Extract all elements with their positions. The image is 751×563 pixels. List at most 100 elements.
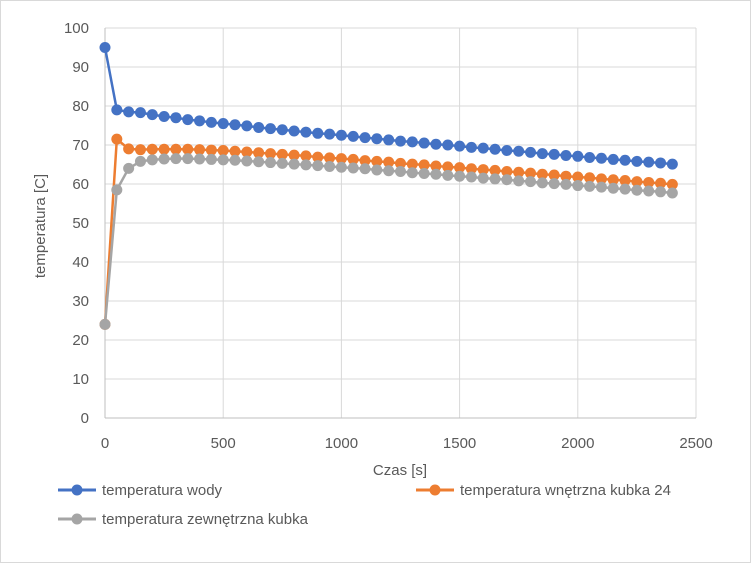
data-point-0-13[interactable] (253, 121, 265, 133)
data-point-0-44[interactable] (619, 154, 631, 166)
data-point-2-45[interactable] (631, 184, 643, 196)
data-point-0-1[interactable] (111, 104, 123, 116)
data-point-2-27[interactable] (418, 167, 430, 179)
data-point-0-19[interactable] (324, 128, 336, 140)
data-point-0-9[interactable] (205, 116, 217, 128)
data-point-1-46[interactable] (643, 176, 655, 188)
data-point-0-46[interactable] (643, 156, 655, 168)
data-point-1-7[interactable] (182, 143, 194, 155)
data-point-2-22[interactable] (359, 163, 371, 175)
data-point-1-16[interactable] (288, 149, 300, 161)
data-point-2-33[interactable] (489, 173, 501, 185)
data-point-2-16[interactable] (288, 158, 300, 170)
data-point-1-28[interactable] (430, 160, 442, 172)
data-point-0-8[interactable] (194, 115, 206, 127)
data-point-1-42[interactable] (595, 173, 607, 185)
data-point-0-35[interactable] (513, 145, 525, 157)
data-point-0-18[interactable] (312, 127, 324, 139)
data-point-0-7[interactable] (182, 114, 194, 126)
data-point-1-13[interactable] (253, 147, 265, 159)
data-point-1-37[interactable] (536, 168, 548, 180)
data-point-0-17[interactable] (300, 126, 312, 138)
data-point-2-5[interactable] (158, 153, 170, 165)
data-point-1-9[interactable] (205, 144, 217, 156)
data-point-2-47[interactable] (655, 186, 667, 198)
data-point-2-19[interactable] (324, 160, 336, 172)
data-point-2-6[interactable] (170, 153, 182, 165)
data-point-1-31[interactable] (465, 163, 477, 175)
data-point-1-41[interactable] (584, 172, 596, 184)
data-point-1-5[interactable] (158, 143, 170, 155)
data-point-2-15[interactable] (276, 157, 288, 169)
data-point-1-10[interactable] (217, 144, 229, 156)
data-point-0-37[interactable] (536, 148, 548, 160)
data-point-0-28[interactable] (430, 138, 442, 150)
data-point-1-4[interactable] (146, 143, 158, 155)
data-point-1-44[interactable] (619, 174, 631, 186)
data-point-0-40[interactable] (572, 150, 584, 162)
data-point-2-23[interactable] (371, 164, 383, 176)
legend-item-temperatura-wody[interactable]: temperatura wody (58, 482, 223, 499)
data-point-0-4[interactable] (146, 109, 158, 121)
data-point-2-21[interactable] (347, 162, 359, 174)
data-point-1-29[interactable] (442, 161, 454, 173)
data-point-2-31[interactable] (465, 171, 477, 183)
data-point-0-48[interactable] (666, 158, 678, 170)
data-point-1-43[interactable] (607, 174, 619, 186)
data-point-2-11[interactable] (229, 154, 241, 166)
data-point-2-12[interactable] (241, 155, 253, 167)
data-point-2-48[interactable] (666, 187, 678, 199)
data-point-1-3[interactable] (134, 144, 146, 156)
data-point-1-12[interactable] (241, 146, 253, 158)
data-point-2-37[interactable] (536, 177, 548, 189)
data-point-0-14[interactable] (264, 123, 276, 135)
data-point-2-18[interactable] (312, 160, 324, 172)
data-point-0-32[interactable] (477, 142, 489, 154)
data-point-1-18[interactable] (312, 151, 324, 163)
data-point-1-32[interactable] (477, 164, 489, 176)
data-point-0-43[interactable] (607, 153, 619, 165)
data-point-2-26[interactable] (406, 167, 418, 179)
data-point-2-38[interactable] (548, 178, 560, 190)
data-point-1-45[interactable] (631, 176, 643, 188)
data-point-0-47[interactable] (655, 157, 667, 169)
data-point-2-1[interactable] (111, 184, 123, 196)
data-point-0-31[interactable] (465, 141, 477, 153)
data-point-2-35[interactable] (513, 175, 525, 187)
data-point-0-3[interactable] (134, 107, 146, 119)
data-point-0-12[interactable] (241, 120, 253, 132)
data-point-2-30[interactable] (454, 170, 466, 182)
data-point-2-13[interactable] (253, 156, 265, 168)
data-point-2-0[interactable] (99, 318, 111, 330)
data-point-1-39[interactable] (560, 170, 572, 182)
data-point-0-16[interactable] (288, 125, 300, 137)
data-point-0-39[interactable] (560, 150, 572, 162)
data-point-2-32[interactable] (477, 172, 489, 184)
data-point-2-28[interactable] (430, 168, 442, 180)
data-point-2-4[interactable] (146, 154, 158, 166)
data-point-0-26[interactable] (406, 136, 418, 148)
data-point-0-30[interactable] (454, 140, 466, 152)
data-point-0-34[interactable] (501, 144, 513, 156)
data-point-2-20[interactable] (335, 161, 347, 173)
data-point-1-1[interactable] (111, 133, 123, 145)
data-point-2-3[interactable] (134, 155, 146, 167)
data-point-1-11[interactable] (229, 145, 241, 157)
data-point-1-15[interactable] (276, 148, 288, 160)
data-point-2-7[interactable] (182, 153, 194, 165)
data-point-0-33[interactable] (489, 143, 501, 155)
data-point-2-36[interactable] (525, 176, 537, 188)
data-point-1-48[interactable] (666, 178, 678, 190)
data-point-2-34[interactable] (501, 174, 513, 186)
legend-item-temperatura-zewnetrzna[interactable]: temperatura zewnętrzna kubka (58, 511, 309, 528)
data-point-2-8[interactable] (194, 153, 206, 165)
data-point-1-33[interactable] (489, 164, 501, 176)
data-point-1-27[interactable] (418, 159, 430, 171)
data-point-1-22[interactable] (359, 155, 371, 167)
data-point-2-14[interactable] (264, 157, 276, 169)
data-point-0-36[interactable] (525, 146, 537, 158)
data-point-1-26[interactable] (406, 158, 418, 170)
data-point-2-25[interactable] (395, 166, 406, 178)
data-point-0-42[interactable] (595, 152, 607, 164)
legend-item-temperatura-wnetrzna[interactable]: temperatura wnętrzna kubka 24 (416, 482, 671, 499)
